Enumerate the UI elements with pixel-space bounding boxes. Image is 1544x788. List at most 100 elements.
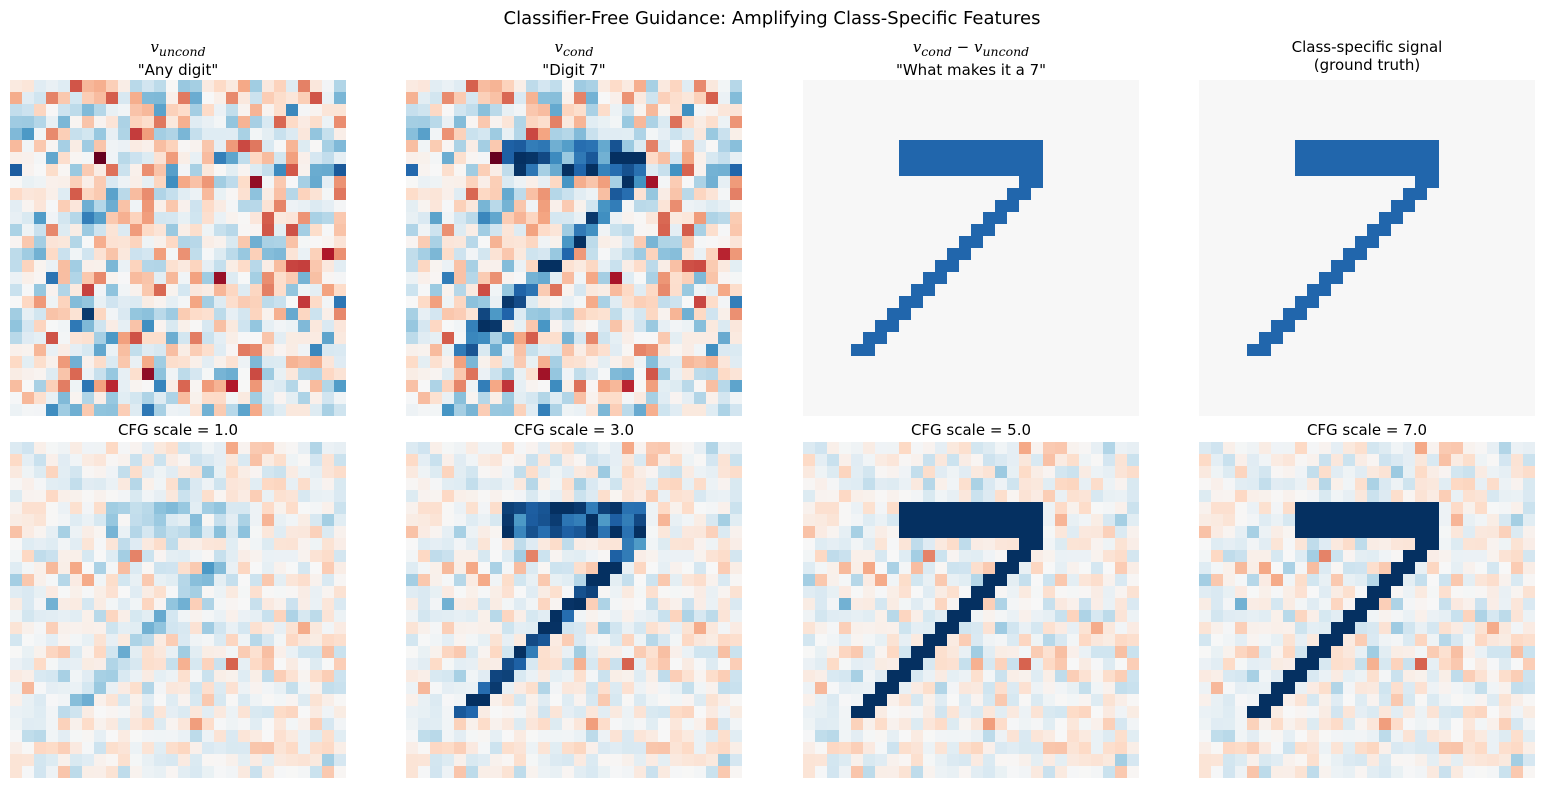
heatmap-cell [574,284,587,297]
heatmap-cell [490,200,503,213]
heatmap-uncond [10,80,346,416]
heatmap-cell [118,502,131,515]
heatmap-cell [430,80,443,93]
heatmap-cell [490,646,503,659]
heatmap-cell [1067,466,1080,479]
heatmap-cell [502,538,515,551]
heatmap-cell [238,320,251,333]
heatmap-cell [562,658,575,671]
heatmap-cell [718,152,731,165]
heatmap-cell [166,754,179,767]
heatmap-cell [442,164,455,177]
heatmap-cell [262,634,275,647]
heatmap-cell [10,538,23,551]
heatmap-cell [58,622,71,635]
heatmap-cell [1103,236,1116,249]
heatmap-cell [298,766,311,778]
heatmap-cell [863,404,876,416]
heatmap-cell [971,466,984,479]
heatmap-cell [526,368,539,381]
heatmap-cell [106,308,119,321]
heatmap-cell [1067,248,1080,261]
heatmap-cell [887,332,900,345]
heatmap-cell [1355,128,1368,141]
heatmap-cell [154,404,167,416]
heatmap-cell [851,212,864,225]
heatmap-cell [730,766,742,778]
heatmap-cell [178,380,191,393]
heatmap-cell [538,706,551,719]
heatmap-cell [190,718,203,731]
heatmap-cell [1043,478,1056,491]
heatmap-cell [574,550,587,563]
heatmap-cell [1259,320,1272,333]
heatmap-cell [130,164,143,177]
heatmap-cell [94,320,107,333]
heatmap-cell [610,92,623,105]
heatmap-cell [82,116,95,129]
heatmap-cell [959,442,972,455]
heatmap-cell [490,574,503,587]
heatmap-cell [1391,188,1404,201]
heatmap-cell [1127,404,1139,416]
heatmap-cell [1055,392,1068,405]
heatmap-cell [1091,332,1104,345]
heatmap-cell [142,742,155,755]
heatmap-cell [634,284,647,297]
heatmap-cell [1103,538,1116,551]
heatmap-cell [1463,332,1476,345]
heatmap-cell [106,404,119,416]
heatmap-cell [1235,152,1248,165]
heatmap-cell [971,176,984,189]
heatmap-cell [586,176,599,189]
heatmap-cell [406,152,419,165]
heatmap-cell [1055,164,1068,177]
heatmap-cell [238,140,251,153]
heatmap-cell [923,478,936,491]
heatmap-cell [94,92,107,105]
heatmap-cell [58,730,71,743]
heatmap-cell [10,224,23,237]
heatmap-cell [1511,248,1524,261]
heatmap-cell [1487,272,1500,285]
heatmap-cell [514,104,527,117]
heatmap-cell [286,260,299,273]
heatmap-cell [46,718,59,731]
heatmap-cell [166,236,179,249]
heatmap-cell [202,236,215,249]
heatmap-cell [682,670,695,683]
heatmap-cell [706,634,719,647]
heatmap-cell [178,622,191,635]
heatmap-cell [1463,296,1476,309]
heatmap-cell [262,466,275,479]
heatmap-cell [466,92,479,105]
heatmap-cell [562,634,575,647]
heatmap-cell [478,320,491,333]
heatmap-cell [490,454,503,467]
heatmap-cell [935,368,948,381]
heatmap-cell [1319,212,1332,225]
heatmap-cell [310,610,323,623]
heatmap-cell [947,116,960,129]
heatmap-cell [22,392,35,405]
heatmap-cell [899,176,912,189]
heatmap-cell [82,176,95,189]
heatmap-cell [190,634,203,647]
heatmap-cell [959,368,972,381]
heatmap-cell [1079,140,1092,153]
heatmap-cell [839,392,852,405]
heatmap-cell [454,766,467,778]
heatmap-cell [1319,272,1332,285]
heatmap-svg [1199,80,1535,416]
heatmap-cell [682,320,695,333]
heatmap-cell [995,248,1008,261]
heatmap-cell [1415,404,1428,416]
heatmap-cell [1199,224,1212,237]
heatmap-cell [190,152,203,165]
heatmap-cell [142,152,155,165]
heatmap-cell [706,514,719,527]
heatmap-cell [430,128,443,141]
heatmap-cell [58,284,71,297]
heatmap-cell [658,236,671,249]
heatmap-cell [1259,272,1272,285]
